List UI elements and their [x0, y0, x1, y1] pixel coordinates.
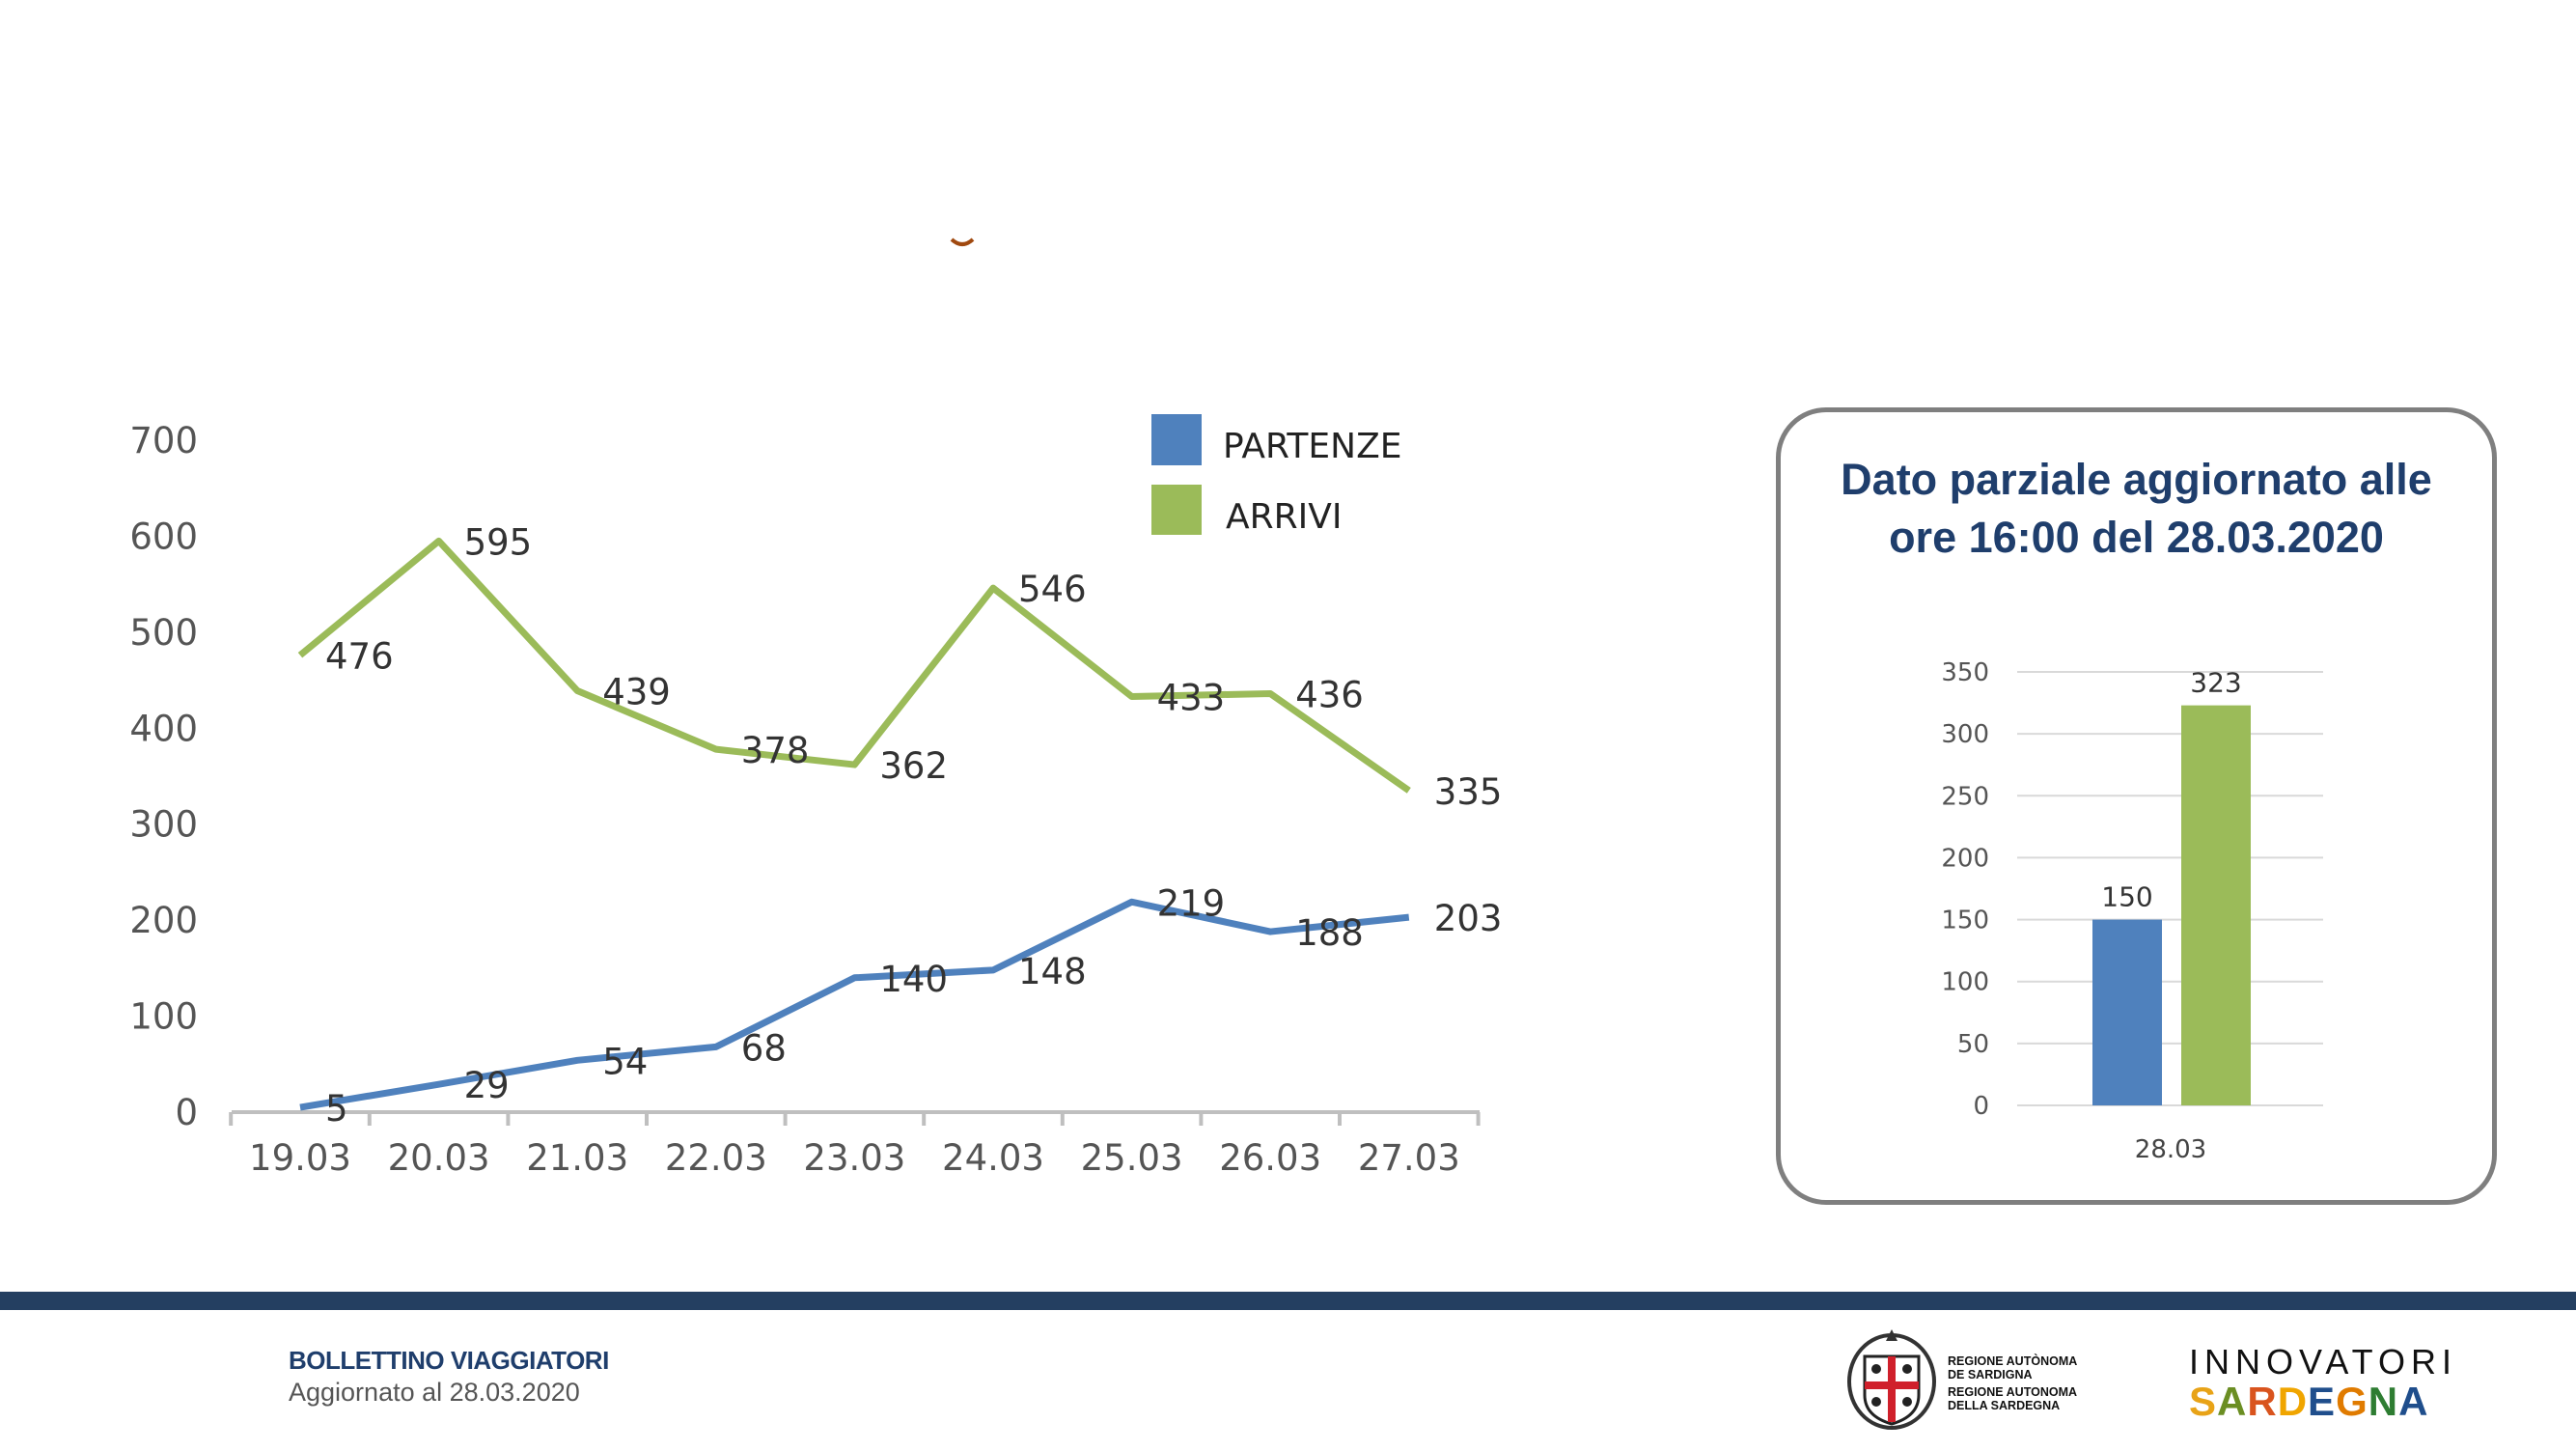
bar-arrivi — [2181, 705, 2251, 1105]
region-line: DE SARDIGNA — [1948, 1368, 2033, 1381]
bar-y-tick-label: 50 — [1957, 1030, 1989, 1059]
bar-y-tick-label: 300 — [1941, 720, 1989, 749]
data-label-arrivi: 439 — [602, 672, 671, 713]
data-label-arrivi: 476 — [325, 636, 394, 678]
y-tick-label: 600 — [129, 516, 198, 557]
footer-subtitle: Aggiornato al 28.03.2020 — [289, 1378, 580, 1407]
data-label-partenze: 148 — [1018, 951, 1087, 992]
legend-swatch-arrivi — [1151, 485, 1202, 535]
bar-data-label: 150 — [2101, 881, 2152, 913]
legend-label-partenze: PARTENZE — [1223, 427, 1402, 466]
x-tick-label: 26.03 — [1219, 1137, 1321, 1179]
y-tick-label: 400 — [129, 708, 198, 749]
bar-chart: 0 50 100 150 200 250 300 350 150 323 28.03 — [1941, 658, 2323, 1164]
data-label-arrivi: 546 — [1018, 569, 1087, 610]
sardegna-letter: G — [2336, 1379, 2368, 1424]
footer-band — [0, 1292, 2576, 1310]
bar-data-label: 323 — [2190, 667, 2241, 699]
x-tick-label: 22.03 — [665, 1137, 767, 1179]
y-tick-label: 0 — [175, 1092, 198, 1133]
data-label-partenze: 29 — [464, 1065, 510, 1106]
sardegna-letter: A — [2398, 1379, 2429, 1424]
x-tick-label: 20.03 — [388, 1137, 490, 1179]
x-tick-label: 21.03 — [526, 1137, 628, 1179]
data-label-partenze: 140 — [879, 959, 948, 1000]
region-logo-text: REGIONE AUTÒNOMA DE SARDIGNA REGIONE AUT… — [1948, 1354, 2077, 1412]
sardegna-letter: E — [2308, 1379, 2337, 1424]
data-label-partenze: 5 — [325, 1088, 348, 1130]
legend-swatch-partenze — [1151, 414, 1202, 465]
panel-title: Dato parziale aggiornato alle ore 16:00 … — [1781, 451, 2492, 567]
bar-partenze — [2092, 919, 2162, 1105]
x-tick-label: 19.03 — [249, 1137, 351, 1179]
region-line: DELLA SARDEGNA — [1948, 1399, 2061, 1412]
line-chart: 0 100 200 300 400 500 600 700 19.03 20.03 21.03 22… — [129, 237, 1503, 1179]
partial-data-panel: Dato parziale aggiornato alle ore 16:00 … — [1776, 407, 2497, 1205]
bar-x-tick: 28.03 — [2135, 1135, 2206, 1164]
bar-y-tick-label: 0 — [1973, 1092, 1989, 1121]
data-label-partenze: 68 — [741, 1027, 787, 1069]
bar-y-tick-label: 350 — [1941, 658, 1989, 687]
regione-sardegna-logo: REGIONE AUTÒNOMA DE SARDIGNA REGIONE AUT… — [1843, 1327, 2249, 1434]
innovatori-sardegna-logo: INNOVATORI SARDEGNA — [2189, 1342, 2457, 1425]
data-label-partenze: 203 — [1434, 898, 1503, 939]
decorative-arc — [950, 237, 975, 246]
sardegna-letter: R — [2247, 1379, 2278, 1424]
data-label-arrivi: 335 — [1434, 771, 1503, 813]
sardegna-letter: A — [2217, 1379, 2248, 1424]
panel-title-line-1: Dato parziale aggiornato alle — [1841, 455, 2432, 504]
bar-y-tick-label: 200 — [1941, 844, 1989, 873]
x-tick-label: 25.03 — [1081, 1137, 1183, 1179]
data-label-arrivi: 433 — [1157, 677, 1226, 718]
y-tick-label: 500 — [129, 612, 198, 654]
y-tick-label: 100 — [129, 996, 198, 1038]
y-tick-label: 300 — [129, 804, 198, 846]
series-line-arrivi — [297, 537, 1411, 794]
x-tick-label: 27.03 — [1358, 1137, 1460, 1179]
y-tick-label: 200 — [129, 900, 198, 941]
legend-label-arrivi: ARRIVI — [1226, 497, 1343, 537]
data-label-partenze: 54 — [602, 1041, 648, 1082]
bar-y-tick-label: 250 — [1941, 782, 1989, 811]
region-line: REGIONE AUTONOMA — [1948, 1385, 2078, 1399]
series-line-partenze — [299, 898, 1410, 1111]
y-tick-label: 700 — [129, 420, 198, 461]
data-label-arrivi: 595 — [464, 521, 533, 563]
data-label-partenze: 219 — [1157, 882, 1226, 924]
x-tick-label: 23.03 — [803, 1137, 905, 1179]
data-label-partenze: 188 — [1295, 912, 1364, 954]
innovatori-text: INNOVATORI — [2189, 1342, 2458, 1381]
bar-y-tick-label: 100 — [1941, 968, 1989, 997]
data-label-arrivi: 378 — [741, 730, 810, 771]
sardegna-text: SARDEGNA — [2189, 1379, 2457, 1425]
coat-of-arms-icon — [1847, 1329, 1936, 1430]
data-label-arrivi: 436 — [1295, 674, 1364, 715]
panel-title-line-2: ore 16:00 del 28.03.2020 — [1889, 513, 2384, 562]
data-label-arrivi: 362 — [879, 745, 948, 787]
sardegna-letter: S — [2189, 1379, 2218, 1424]
x-tick-label: 24.03 — [942, 1137, 1044, 1179]
sardegna-letter: D — [2277, 1379, 2309, 1424]
legend: PARTENZE ARRIVI — [1151, 414, 1402, 537]
sardegna-letter: N — [2368, 1379, 2399, 1424]
region-line: REGIONE AUTÒNOMA — [1948, 1354, 2078, 1368]
bar-y-tick-label: 150 — [1941, 907, 1989, 935]
footer-title: BOLLETTINO VIAGGIATORI — [289, 1346, 609, 1375]
